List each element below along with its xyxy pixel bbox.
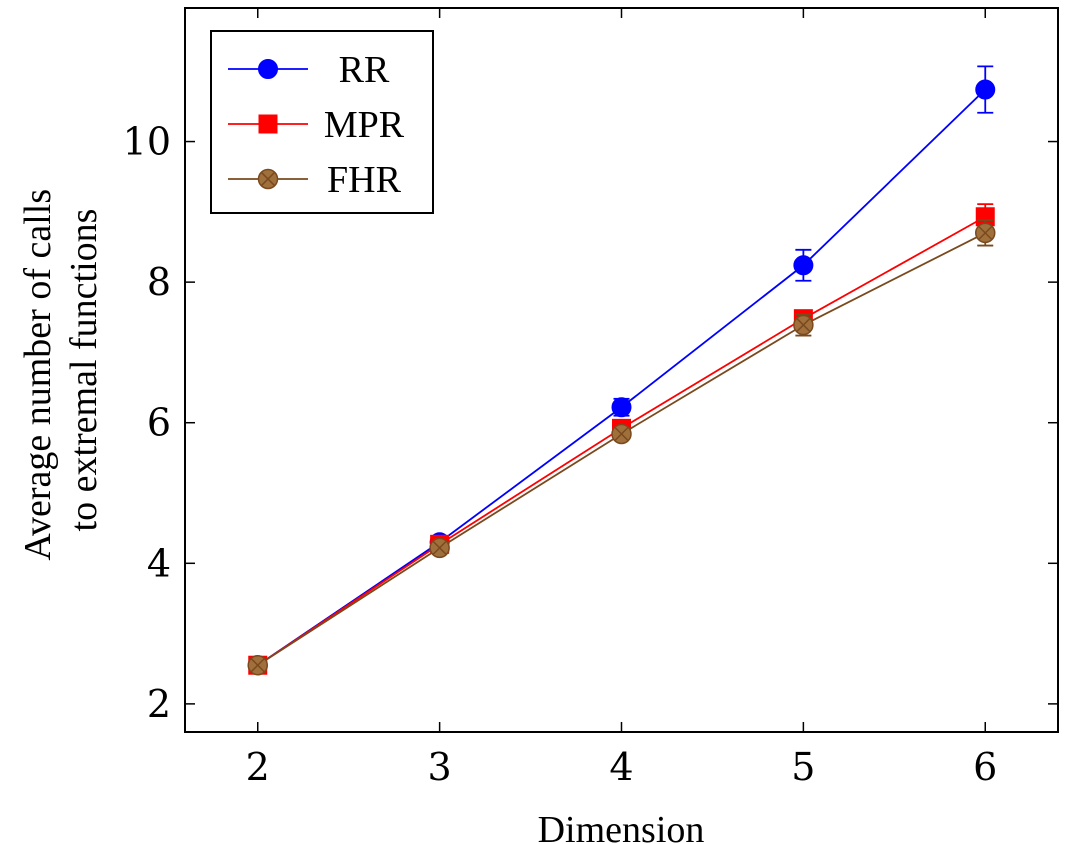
marker-cross [614,426,629,442]
legend-label-mpr: MPR [324,104,405,146]
legend-marker-fhr [257,168,279,190]
legend-entry-rr: RR [228,49,390,91]
y-tick-label: 2 [147,682,171,726]
y-tick-label: 6 [147,401,171,445]
y-tick-label: 4 [147,541,171,585]
y-tick-label: 8 [147,260,171,304]
marker-cross [796,317,811,333]
data-point-fhr [247,654,268,676]
y-tick-label: 10 [123,120,171,164]
marker-cross [978,225,993,241]
y-axis-label: Average number of calls to extremal func… [17,179,105,560]
series-fhr [247,219,996,676]
x-tick-label: 3 [428,745,452,789]
data-point-fhr [975,222,996,244]
data-point-rr [611,397,632,418]
legend-entries: RR MPR FHR [228,49,405,201]
data-point-rr [975,79,996,100]
legend-marker-rr [258,59,278,79]
x-tick-label: 2 [246,745,270,789]
legend-entry-mpr: MPR [228,104,405,146]
x-tick-label: 6 [973,745,997,789]
marker-cross [250,657,265,673]
data-point-fhr [611,423,632,445]
x-tick-label: 5 [791,745,815,789]
data-point-fhr [793,314,814,336]
legend: RR MPR FHR [210,30,434,214]
y-axis-label-line-2: to extremal functions [63,209,105,532]
data-point-rr [793,255,814,276]
legend-entry-fhr: FHR [228,159,402,201]
axis-ticks: 2 3 4 5 6 2 4 6 8 10 [123,8,1058,789]
y-axis-label-line-1: Average number of calls [17,189,59,561]
series-layer [247,65,996,676]
legend-label-fhr: FHR [327,159,402,201]
marker-cross [432,540,447,556]
data-point-fhr [429,537,450,559]
legend-label-rr: RR [339,49,390,91]
marker-cross [260,171,276,187]
series-line-fhr [257,232,986,666]
legend-box [210,30,434,214]
x-axis-label: Dimension [538,809,705,844]
legend-marker-mpr [258,114,278,134]
x-tick-label: 4 [609,745,633,789]
